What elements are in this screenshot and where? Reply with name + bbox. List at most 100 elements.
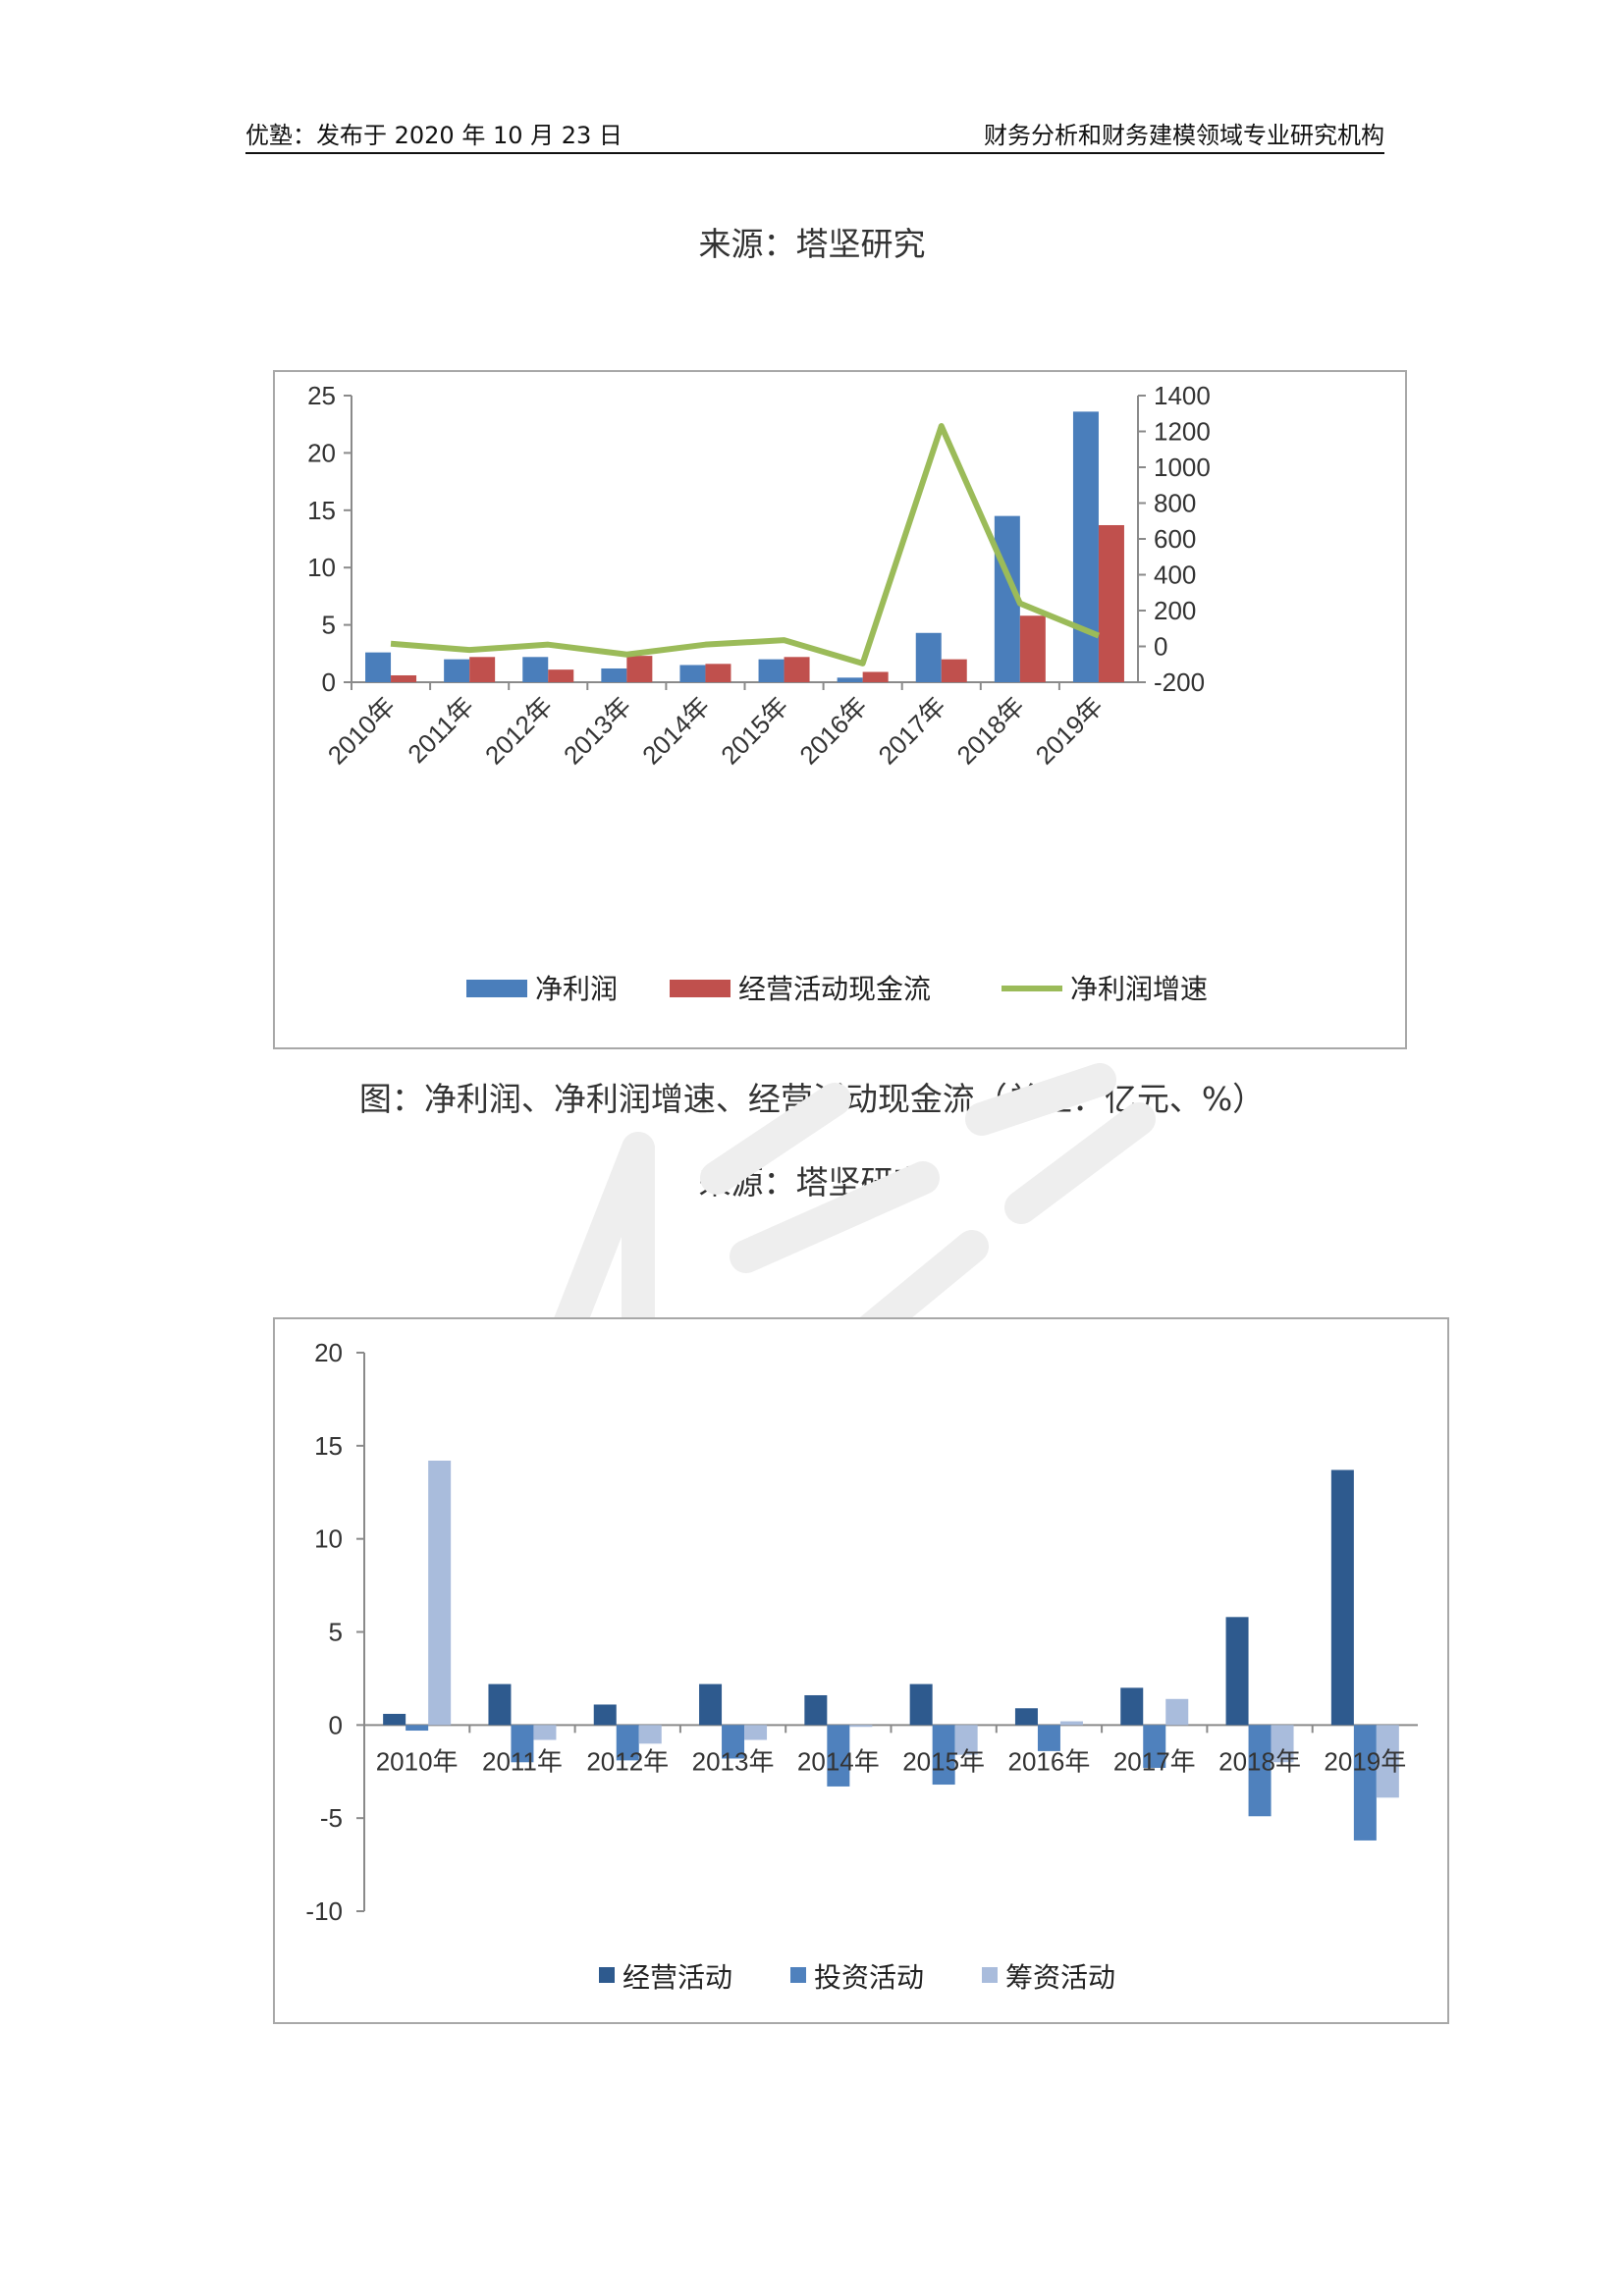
- x-tick-label: 2010年: [322, 691, 401, 770]
- y-tick-label: 15: [314, 1431, 343, 1461]
- net-profit-bar: [601, 667, 627, 682]
- x-tick-label: 2012年: [586, 1746, 669, 1776]
- financing-activity-bar: [1376, 1725, 1399, 1798]
- y-tick-label: 10: [314, 1524, 343, 1554]
- operating-cashflow-bar: [941, 659, 967, 682]
- legend-net-profit-growth: 净利润增速: [1070, 973, 1208, 1005]
- legend-operating-activity: 经营活动: [623, 1961, 732, 1994]
- financing-activity-bar: [428, 1461, 452, 1726]
- y2-tick-label: 400: [1154, 561, 1196, 590]
- investing-activity-bar: [616, 1725, 639, 1761]
- investing-activity-bar: [1143, 1725, 1166, 1768]
- cashflow-activities-chart: -10 -5 0 5 10 15 20 2010年 2011年 2012年 2013年 2014年 20…: [273, 1317, 1449, 2024]
- operating-cashflow-bar: [469, 657, 496, 682]
- legend-investing-activity: 投资活动: [814, 1961, 924, 1994]
- y-tick-label: 20: [307, 438, 336, 467]
- header-right: 财务分析和财务建模领域专业研究机构: [984, 122, 1384, 149]
- operating-activity-bar: [1120, 1687, 1144, 1726]
- header-left: 优塾：发布于 2020 年 10 月 23 日: [245, 122, 623, 149]
- net-profit-bar: [837, 677, 863, 682]
- legend-investing-activity-swatch: [790, 1967, 806, 1983]
- financing-activity-bar: [533, 1725, 557, 1740]
- profit-cashflow-chart: 0 5 10 15 20 25 -200 0 200 400 600 800 1000 1200 1400 2…: [273, 370, 1407, 1049]
- investing-activity-bar: [1353, 1725, 1377, 1841]
- net-profit-bar: [679, 665, 706, 682]
- y-tick-label: -5: [320, 1803, 343, 1833]
- financing-activity-bar: [849, 1725, 873, 1728]
- y2-tick-label: 600: [1154, 524, 1196, 554]
- source-label-mid: 来源：塔坚研究: [698, 1163, 926, 1201]
- x-tick-label: 2017年: [1113, 1746, 1196, 1776]
- x-tick-label: 2019年: [1030, 691, 1109, 770]
- y-tick-label: 5: [329, 1618, 343, 1647]
- source-label-top: 来源：塔坚研究: [698, 225, 926, 263]
- y2-tick-label: 1000: [1154, 453, 1211, 482]
- financing-activity-bar: [1059, 1721, 1083, 1726]
- operating-cashflow-bar: [705, 664, 731, 682]
- y-tick-label: 20: [314, 1338, 343, 1367]
- profit-cashflow-svg: 0 5 10 15 20 25 -200 0 200 400 600 800 1000 1200 1400 2…: [307, 381, 1211, 1005]
- operating-cashflow-bar: [1098, 524, 1124, 682]
- y2-tick-label: -200: [1154, 667, 1205, 697]
- x-tick-label: 2015年: [902, 1746, 985, 1776]
- legend-operating-cashflow-swatch: [670, 980, 731, 997]
- investing-activity-bar: [932, 1725, 955, 1786]
- x-tick-label: 2014年: [636, 691, 715, 770]
- operating-activity-bar: [909, 1683, 933, 1726]
- operating-activity-bar: [488, 1683, 512, 1726]
- operating-activity-bar: [804, 1694, 828, 1726]
- x-tick-label: 2015年: [715, 691, 793, 770]
- x-tick-label: 2018年: [951, 691, 1030, 770]
- x-tick-label: 2013年: [692, 1746, 775, 1776]
- y2-tick-label: 1200: [1154, 417, 1211, 447]
- financing-activity-bar: [1165, 1698, 1189, 1726]
- financing-activity-bar: [954, 1725, 978, 1755]
- financing-activity-bar: [638, 1725, 662, 1744]
- y-tick-label: -10: [305, 1896, 343, 1926]
- operating-cashflow-bar: [626, 656, 653, 682]
- x-tick-label: 2018年: [1218, 1746, 1301, 1776]
- figure1-caption: 图：净利润、净利润增速、经营活动现金流（单位：亿元、%）: [358, 1080, 1266, 1118]
- legend-net-profit-swatch: [466, 980, 527, 997]
- x-tick-label: 2013年: [558, 691, 636, 770]
- net-profit-bar: [758, 659, 785, 682]
- y2-tick-label: 200: [1154, 596, 1196, 625]
- investing-activity-bar: [406, 1725, 429, 1732]
- x-tick-label: 2011年: [482, 1746, 563, 1776]
- legend-financing-activity: 筹资活动: [1005, 1961, 1115, 1994]
- financing-activity-bar: [1271, 1725, 1294, 1763]
- x-tick-label: 2016年: [1008, 1746, 1091, 1776]
- investing-activity-bar: [1037, 1725, 1060, 1751]
- operating-cashflow-bar: [862, 671, 889, 682]
- x-tick-label: 2011年: [402, 691, 479, 769]
- y-tick-label: 0: [329, 1710, 343, 1739]
- net-profit-bar: [915, 632, 942, 682]
- operating-activity-bar: [383, 1713, 406, 1726]
- legend-operating-cashflow: 经营活动现金流: [738, 973, 931, 1005]
- operating-cashflow-bar: [391, 674, 417, 682]
- net-profit-growth-line: [390, 423, 1101, 667]
- cashflow-activities-svg: -10 -5 0 5 10 15 20 2010年 2011年 2012年 2013年 2014年 20…: [305, 1338, 1418, 1994]
- operating-activity-bar: [1330, 1469, 1354, 1726]
- operating-activity-bar: [1225, 1617, 1249, 1726]
- investing-activity-bar: [511, 1725, 534, 1763]
- operating-activity-bar: [593, 1704, 617, 1726]
- operating-cashflow-bar: [548, 669, 574, 682]
- net-profit-bar: [444, 659, 470, 682]
- x-tick-label: 2014年: [797, 1746, 880, 1776]
- net-profit-bar: [1072, 411, 1099, 682]
- investing-activity-bar: [722, 1725, 745, 1759]
- y-tick-label: 0: [322, 667, 336, 697]
- financing-activity-bar: [744, 1725, 768, 1740]
- y2-tick-label: 800: [1154, 489, 1196, 518]
- y-tick-label: 25: [307, 381, 336, 410]
- y2-tick-label: 1400: [1154, 381, 1211, 410]
- y2-tick-label: 0: [1154, 632, 1167, 662]
- legend-net-profit: 净利润: [535, 973, 618, 1005]
- net-profit-bar: [522, 657, 549, 682]
- x-tick-label: 2010年: [376, 1746, 459, 1776]
- y-tick-label: 5: [322, 611, 336, 640]
- x-tick-label: 2017年: [872, 691, 950, 770]
- operating-cashflow-bar: [1019, 615, 1046, 682]
- x-tick-label: 2019年: [1324, 1746, 1406, 1776]
